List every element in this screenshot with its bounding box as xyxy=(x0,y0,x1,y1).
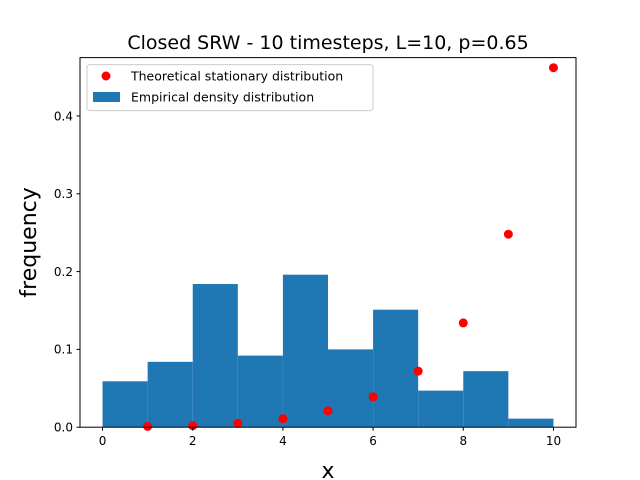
histogram-bar xyxy=(418,390,464,428)
histogram-bar xyxy=(192,284,238,428)
y-tick-label: 0.2 xyxy=(54,265,73,279)
histogram-bar xyxy=(102,381,148,428)
histogram-bar xyxy=(508,418,554,428)
legend-box xyxy=(86,64,374,112)
histogram-bars xyxy=(102,274,554,428)
x-tick-label: 6 xyxy=(369,434,377,448)
x-axis-ticks: 0 2 4 6 8 10 xyxy=(99,427,561,448)
x-tick-label: 8 xyxy=(459,434,467,448)
y-tick-label: 0.0 xyxy=(54,421,73,435)
legend-marker-theoretical xyxy=(101,71,111,81)
x-tick-label: 10 xyxy=(546,434,561,448)
legend: Theoretical stationary distribution Empi… xyxy=(86,64,374,112)
histogram-bar xyxy=(147,361,193,428)
scatter-points xyxy=(143,63,558,431)
histogram-bar xyxy=(237,355,283,428)
histogram-bar xyxy=(463,371,509,428)
scatter-point xyxy=(548,63,558,73)
histogram-bar xyxy=(282,274,328,428)
scatter-point xyxy=(233,418,243,428)
scatter-point xyxy=(503,229,513,239)
histogram-bar xyxy=(373,309,419,428)
scatter-point xyxy=(188,421,198,431)
chart-title: Closed SRW - 10 timesteps, L=10, p=0.65 xyxy=(127,32,528,54)
legend-label-theoretical: Theoretical stationary distribution xyxy=(130,69,343,84)
plot-frame xyxy=(79,57,577,428)
y-tick-label: 0.3 xyxy=(54,187,73,201)
scatter-point xyxy=(323,406,333,416)
legend-marker-empirical xyxy=(93,92,120,102)
histogram-bar xyxy=(328,349,374,428)
y-axis-ticks: 0.0 0.1 0.2 0.3 0.4 xyxy=(54,109,80,435)
x-axis-label: x xyxy=(321,459,334,480)
scatter-point xyxy=(458,318,468,328)
x-tick-label: 2 xyxy=(189,434,197,448)
y-axis-label: frequency xyxy=(17,187,42,297)
x-tick-label: 4 xyxy=(279,434,287,448)
x-tick-label: 0 xyxy=(99,434,107,448)
scatter-point xyxy=(368,392,378,402)
scatter-point xyxy=(413,366,423,376)
y-tick-label: 0.1 xyxy=(54,343,73,357)
legend-label-empirical: Empirical density distribution xyxy=(131,90,314,105)
y-tick-label: 0.4 xyxy=(54,109,73,123)
scatter-point xyxy=(278,414,288,424)
scatter-point xyxy=(143,421,153,431)
